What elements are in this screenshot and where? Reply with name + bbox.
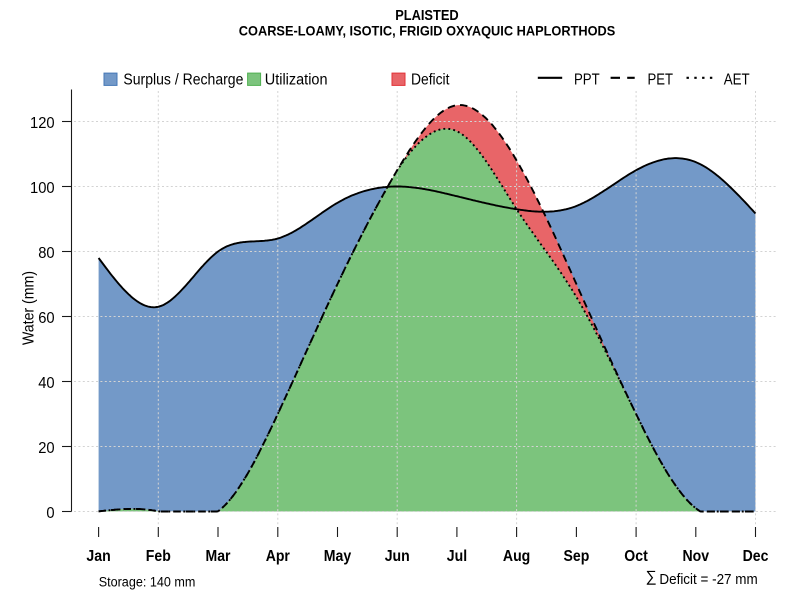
svg-text:PPT: PPT: [574, 71, 600, 88]
svg-text:Jun: Jun: [385, 548, 410, 565]
svg-text:Storage: 140 mm: Storage: 140 mm: [99, 574, 196, 589]
svg-text:PET: PET: [648, 71, 674, 88]
svg-text:Jan: Jan: [86, 548, 110, 565]
svg-text:Surplus / Recharge: Surplus / Recharge: [123, 71, 243, 88]
svg-text:Jul: Jul: [447, 548, 467, 565]
svg-text:COARSE-LOAMY, ISOTIC, FRIGID O: COARSE-LOAMY, ISOTIC, FRIGID OXYAQUIC HA…: [239, 24, 616, 39]
svg-text:Mar: Mar: [206, 548, 231, 565]
svg-text:Dec: Dec: [743, 548, 769, 565]
svg-text:Aug: Aug: [503, 548, 530, 565]
svg-text:20: 20: [38, 440, 54, 457]
svg-text:40: 40: [38, 375, 54, 392]
svg-text:0: 0: [46, 505, 54, 522]
svg-text:Water (mm): Water (mm): [21, 271, 38, 345]
svg-text:60: 60: [38, 310, 54, 327]
svg-text:Feb: Feb: [146, 548, 171, 565]
svg-text:Deficit = -27 mm: Deficit = -27 mm: [659, 572, 757, 588]
svg-text:Nov: Nov: [683, 548, 710, 565]
svg-text:∑: ∑: [646, 568, 657, 585]
svg-text:PLAISTED: PLAISTED: [395, 8, 459, 24]
svg-text:Utilization: Utilization: [265, 71, 328, 88]
svg-text:AET: AET: [724, 71, 750, 88]
svg-text:Sep: Sep: [564, 548, 590, 565]
svg-text:100: 100: [30, 180, 55, 197]
svg-text:80: 80: [38, 245, 54, 262]
svg-text:Deficit: Deficit: [411, 71, 450, 88]
svg-text:Oct: Oct: [624, 548, 648, 565]
svg-text:Apr: Apr: [266, 548, 290, 565]
svg-text:May: May: [324, 548, 351, 565]
svg-text:120: 120: [30, 115, 55, 132]
